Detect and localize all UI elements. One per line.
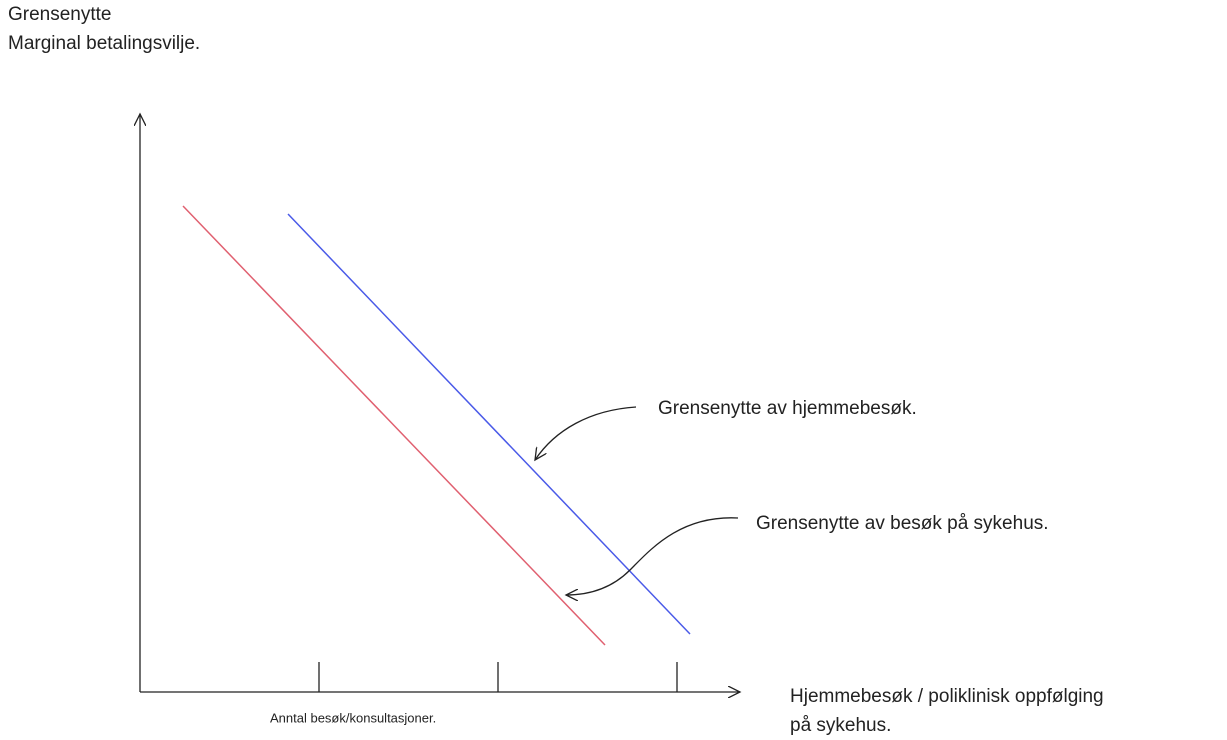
x-axis-sublabel: Anntal besøk/konsultasjoner. (270, 710, 436, 725)
hospital-curve (182, 205, 606, 646)
annotation: Grensenytte av hjemmebesøk. (658, 398, 917, 419)
x-axis-label: på sykehus. (790, 715, 891, 736)
annotation: Grensenytte av besøk på sykehus. (756, 513, 1049, 534)
annotation-arrow (566, 517, 739, 595)
annotation-arrow (535, 406, 637, 460)
y-axis-label: Grensenytte (8, 4, 112, 25)
x-axis-label: Hjemmebesøk / poliklinisk oppfølging (790, 686, 1104, 707)
y-axis-label: Marginal betalingsvilje. (8, 33, 200, 54)
home-curve (287, 213, 691, 635)
